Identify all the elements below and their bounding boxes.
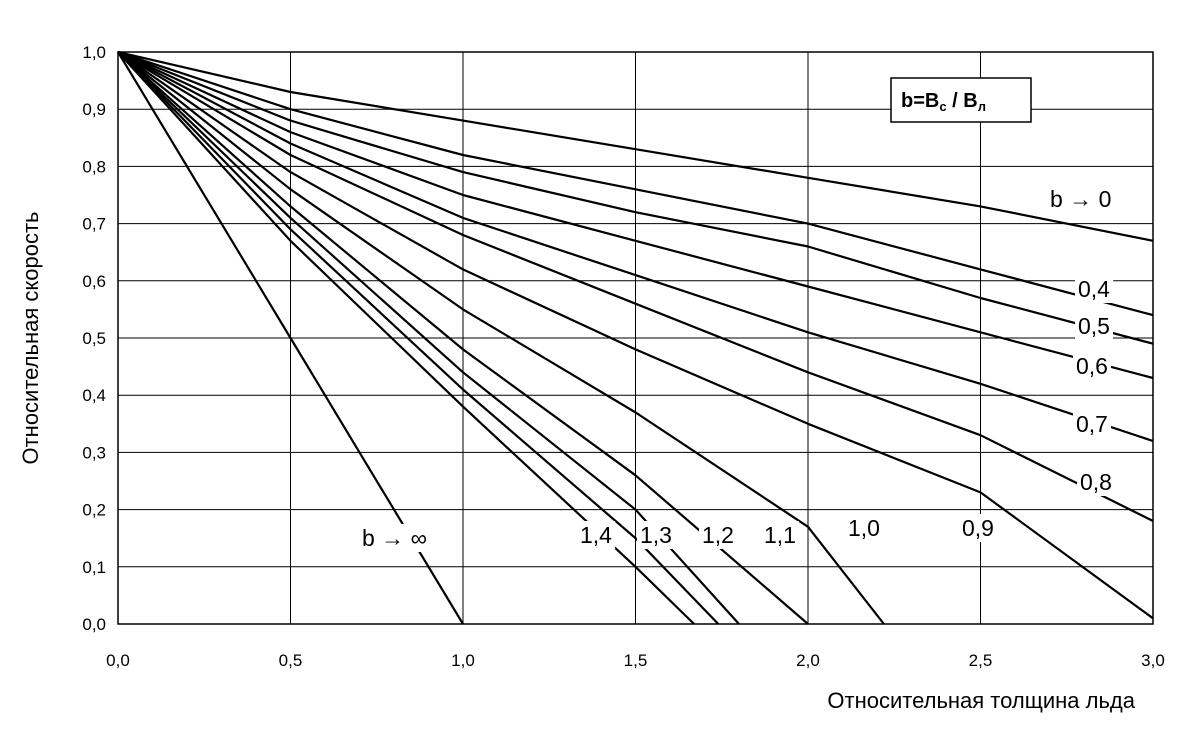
- series-line: [117, 51, 1154, 443]
- series-line: [117, 51, 809, 625]
- x-tick-label: 0,5: [279, 651, 303, 670]
- curve-label-background: [1047, 185, 1115, 213]
- legend-text-b: b=B: [901, 90, 939, 112]
- x-tick-label: 2,0: [796, 651, 820, 670]
- series-line: [117, 50, 1154, 345]
- x-tick-label: 0,0: [106, 651, 130, 670]
- series-line: [117, 50, 1154, 317]
- curve-label: b → ∞: [362, 525, 427, 551]
- svg-text:b=Bc / Bл: b=Bc / Bл: [901, 90, 986, 114]
- legend-box: b=Bc / Bл: [890, 77, 1032, 123]
- curve-label-background: [1077, 468, 1115, 496]
- y-tick-label: 0,4: [82, 386, 106, 405]
- curve-label-background: [1075, 275, 1114, 303]
- curve-labels: b → 0 0,4 0,5 0,6 0,7 0,8 0,9 1,0 1,1 1,2 1,3 1,4 b …: [362, 186, 1112, 551]
- y-tick-label: 0,3: [82, 443, 106, 462]
- curve-label-background: [1075, 312, 1113, 340]
- curve-label: 1,0: [848, 515, 880, 541]
- curve-label: 0,5: [1078, 313, 1110, 339]
- y-tick-label: 0,7: [82, 215, 106, 234]
- x-tick-label: 1,5: [624, 651, 648, 670]
- curve-label: 0,6: [1076, 353, 1108, 379]
- x-tick-label: 2,5: [969, 651, 993, 670]
- curve-label-background: [699, 521, 737, 549]
- curve-label: b → 0: [1050, 186, 1111, 212]
- curve-label-background: [1073, 352, 1111, 380]
- curve-label-background: [1073, 410, 1111, 438]
- curve-label: 1,3: [640, 522, 672, 548]
- plot-frame: [117, 51, 1154, 625]
- series-line: [117, 51, 695, 625]
- label-backgrounds: [359, 185, 1115, 552]
- y-tick-label: 1,0: [82, 43, 106, 62]
- series-line: [117, 51, 885, 625]
- curve-label: 1,1: [764, 522, 796, 548]
- legend-sub-l: л: [978, 99, 986, 114]
- curve-label: 0,7: [1076, 411, 1108, 437]
- y-tick-label: 0,8: [82, 157, 106, 176]
- curve-label-background: [845, 514, 883, 542]
- series-line: [117, 50, 1154, 242]
- series-line: [117, 51, 1154, 380]
- curve-label-background: [959, 514, 997, 542]
- y-axis-title: Относительная скорость: [18, 211, 43, 464]
- curve-label: 0,4: [1078, 276, 1110, 302]
- chart-series: [117, 50, 1154, 625]
- x-axis-title: Относительная толщина льда: [827, 688, 1135, 713]
- series-line: [117, 51, 1154, 522]
- y-tick-label: 0,0: [82, 615, 106, 634]
- y-tick-label: 0,5: [82, 329, 106, 348]
- y-tick-label: 0,9: [82, 100, 106, 119]
- y-tick-label: 0,6: [82, 272, 106, 291]
- curve-label: 0,8: [1080, 469, 1112, 495]
- y-tick-label: 0,2: [82, 501, 106, 520]
- series-line: [117, 51, 1154, 620]
- curve-label: 0,9: [962, 515, 994, 541]
- tick-labels: 0,0 0,5 1,0 1,5 2,0 2,5 3,0 0,0 0,1 0,2 0,3 0,4 0,5 0…: [82, 43, 1164, 670]
- legend-text-mid: / B: [947, 90, 978, 112]
- legend-sub-c: c: [939, 99, 946, 114]
- series-line: [117, 51, 720, 625]
- chart-grid: [117, 51, 1154, 625]
- curve-label: 1,4: [580, 522, 612, 548]
- curve-label-background: [761, 521, 799, 549]
- x-tick-label: 3,0: [1141, 651, 1165, 670]
- curve-label-background: [577, 521, 616, 549]
- curve-label-background: [637, 521, 675, 549]
- y-tick-label: 0,1: [82, 558, 106, 577]
- curve-label: 1,2: [702, 522, 734, 548]
- x-tick-label: 1,0: [451, 651, 475, 670]
- curve-label-background: [359, 524, 430, 552]
